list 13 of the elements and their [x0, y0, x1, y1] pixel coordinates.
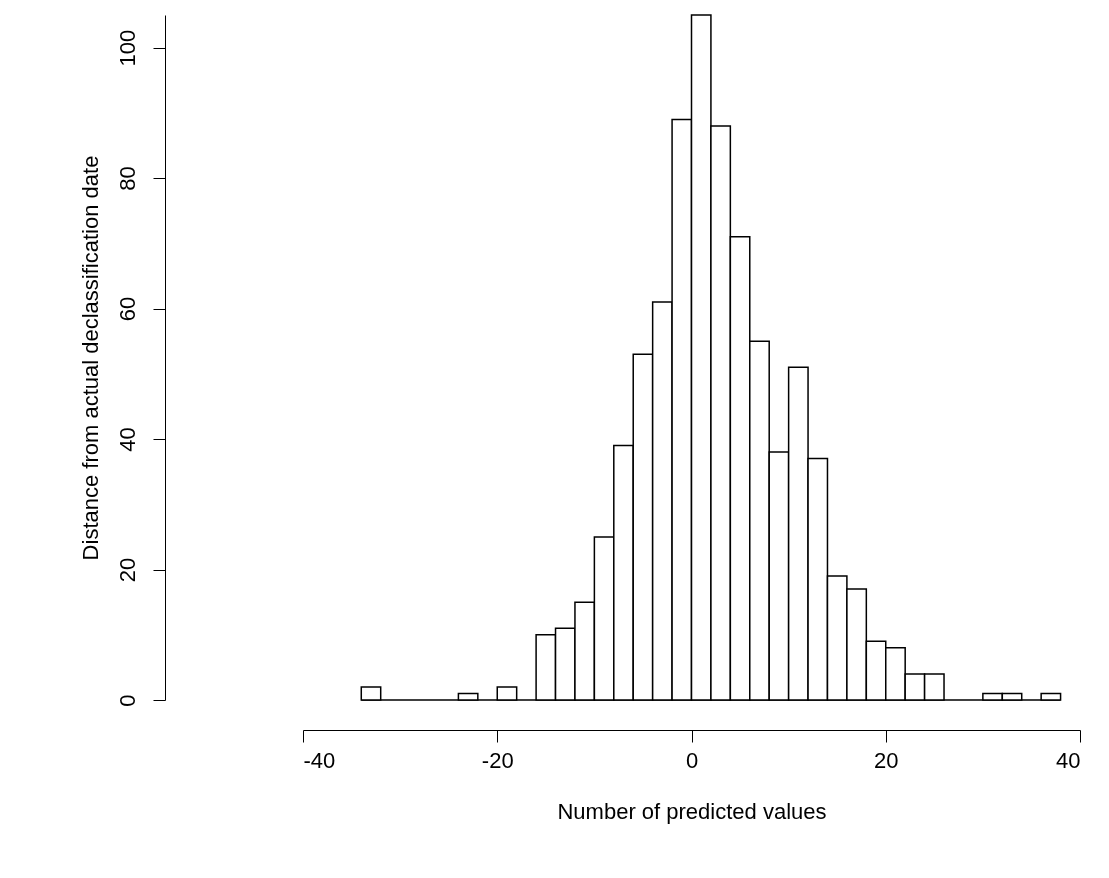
x-tick-label: -40	[303, 747, 336, 773]
y-tick-label: 0	[114, 694, 140, 707]
x-tick-label: 20	[874, 747, 899, 773]
y-tick-label: 60	[114, 296, 140, 322]
y-tick-label: 80	[114, 166, 140, 191]
y-tick-label: 20	[114, 557, 140, 583]
x-tick-label: -20	[481, 747, 514, 773]
x-tick-label: 0	[685, 747, 699, 773]
x-axis-title: Number of predicted values	[557, 798, 827, 824]
y-tick-label: 100	[114, 29, 140, 67]
x-tick-label: 40	[1056, 747, 1081, 773]
y-axis-title: Distance from actual declassification date	[77, 155, 103, 561]
y-tick-label: 40	[114, 427, 140, 452]
